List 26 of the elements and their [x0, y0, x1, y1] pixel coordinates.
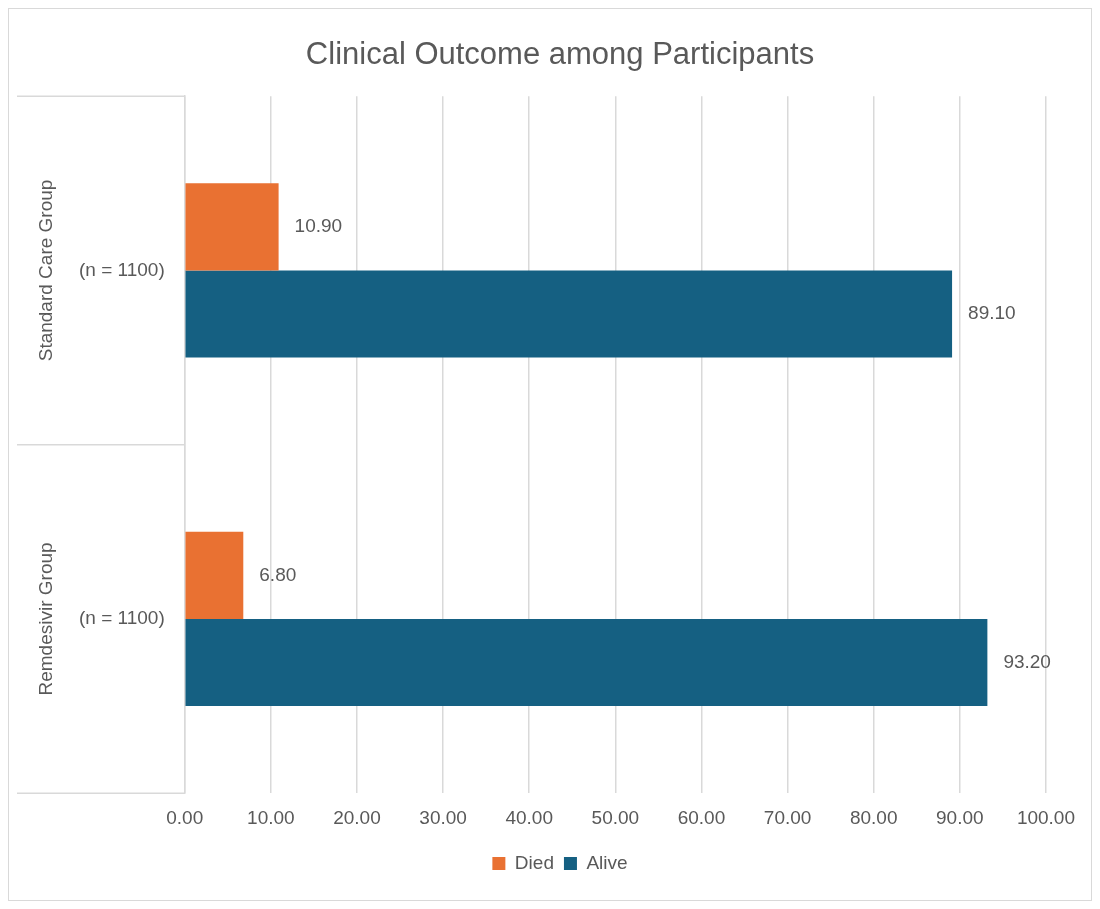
legend-label: Alive [586, 851, 628, 873]
x-tick-label: 20.00 [333, 806, 381, 828]
x-tick-label: 10.00 [247, 806, 295, 828]
x-tick-label: 70.00 [763, 806, 812, 828]
text: 6.80 [259, 563, 297, 585]
bar [185, 531, 244, 619]
bar [185, 270, 953, 358]
legend-label: Died [514, 851, 554, 873]
bar [185, 183, 279, 271]
x-tick-label: 0.00 [166, 806, 204, 828]
y-tick-label: (n = 1100) [79, 607, 165, 629]
x-tick-label: 90.00 [936, 806, 984, 828]
x-tick-label: 60.00 [677, 806, 726, 828]
x-tick-label: 40.00 [505, 806, 553, 828]
text: Remdesivir Group [35, 542, 57, 696]
bar [185, 618, 988, 707]
y-tick-label: (n = 1100) [79, 258, 165, 280]
x-tick-label: 30.00 [419, 806, 467, 828]
text: 10.90 [294, 215, 343, 237]
text: Standard Care Group [35, 179, 57, 362]
x-tick-label: 100.00 [1016, 806, 1076, 828]
text: 93.20 [1003, 650, 1051, 672]
chart-title: Clinical Outcome among Participants [305, 36, 815, 72]
x-tick-label: 50.00 [591, 806, 640, 828]
x-tick-label: 80.00 [849, 806, 898, 828]
text: 89.10 [968, 302, 1016, 324]
